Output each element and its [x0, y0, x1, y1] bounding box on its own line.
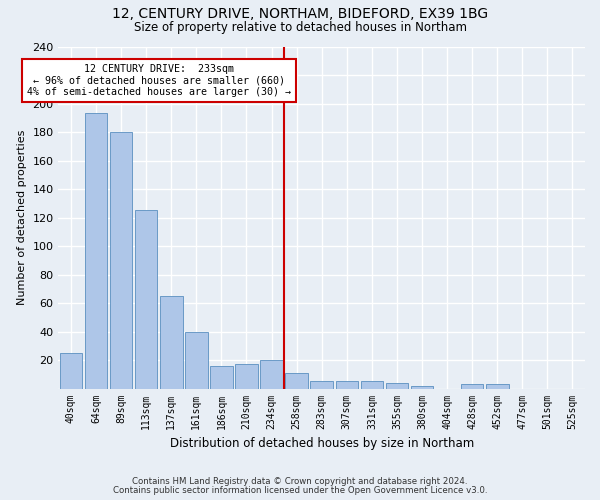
Text: 12, CENTURY DRIVE, NORTHAM, BIDEFORD, EX39 1BG: 12, CENTURY DRIVE, NORTHAM, BIDEFORD, EX… [112, 8, 488, 22]
Bar [286, 373, 308, 388]
Bar [260, 360, 283, 388]
Bar [310, 382, 333, 388]
Text: Contains public sector information licensed under the Open Government Licence v3: Contains public sector information licen… [113, 486, 487, 495]
X-axis label: Distribution of detached houses by size in Northam: Distribution of detached houses by size … [170, 437, 474, 450]
Bar [135, 210, 157, 388]
Y-axis label: Number of detached properties: Number of detached properties [17, 130, 27, 305]
Bar [59, 353, 82, 388]
Bar [361, 382, 383, 388]
Bar [235, 364, 258, 388]
Bar [210, 366, 233, 388]
Bar [461, 384, 484, 388]
Bar [386, 383, 408, 388]
Bar [185, 332, 208, 388]
Text: 12 CENTURY DRIVE:  233sqm
← 96% of detached houses are smaller (660)
4% of semi-: 12 CENTURY DRIVE: 233sqm ← 96% of detach… [27, 64, 291, 97]
Bar [335, 382, 358, 388]
Bar [110, 132, 133, 388]
Text: Size of property relative to detached houses in Northam: Size of property relative to detached ho… [133, 21, 467, 34]
Bar [85, 114, 107, 388]
Bar [411, 386, 433, 388]
Bar [486, 384, 509, 388]
Text: Contains HM Land Registry data © Crown copyright and database right 2024.: Contains HM Land Registry data © Crown c… [132, 477, 468, 486]
Bar [160, 296, 182, 388]
